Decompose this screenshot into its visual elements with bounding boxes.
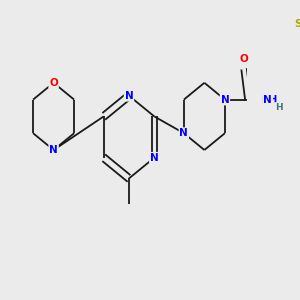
Text: S: S (294, 19, 300, 29)
Text: N: N (150, 153, 159, 163)
Text: O: O (49, 78, 58, 88)
Text: O: O (240, 53, 248, 64)
Text: N: N (179, 128, 188, 138)
Text: H: H (275, 103, 283, 112)
Text: N: N (263, 94, 272, 105)
Text: N: N (49, 145, 58, 155)
Text: N: N (220, 94, 229, 105)
Text: NH: NH (261, 94, 278, 105)
Text: N: N (124, 91, 134, 101)
